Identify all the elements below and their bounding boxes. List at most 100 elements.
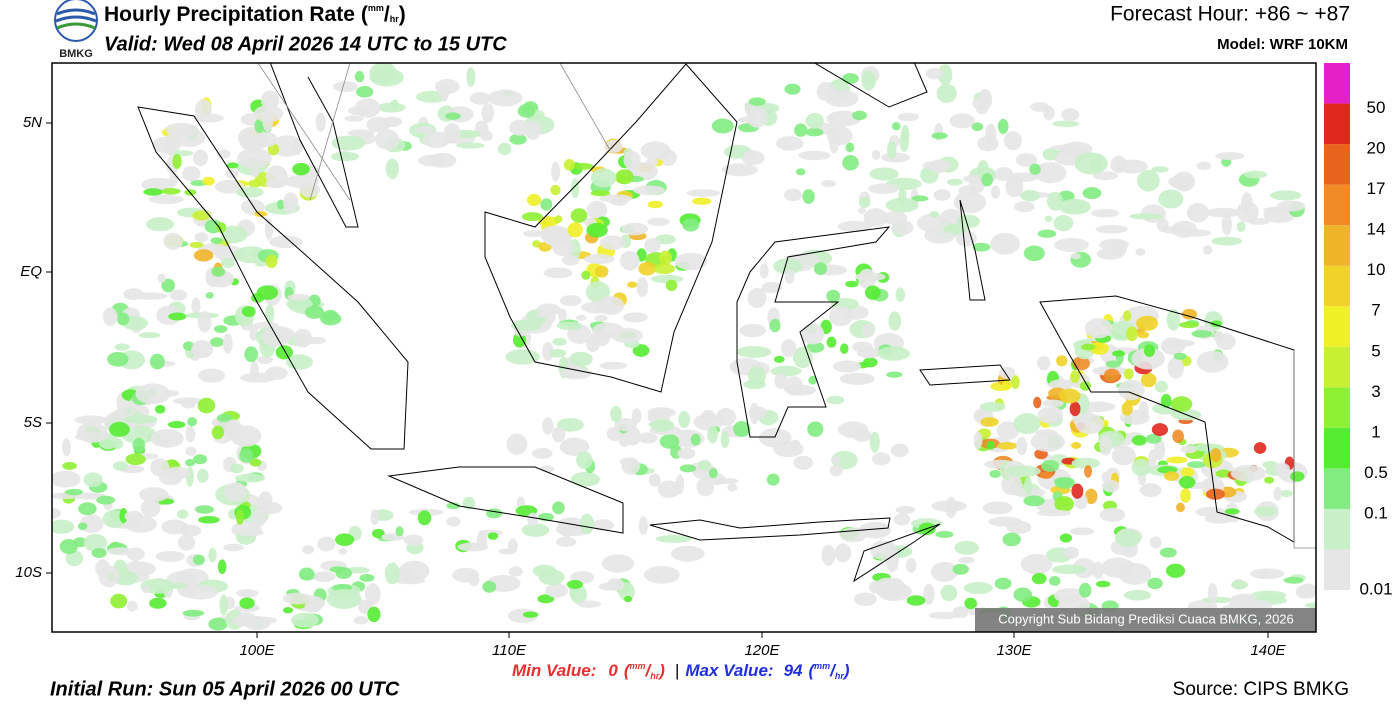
rain-cell [882, 211, 908, 225]
rain-cell [928, 159, 950, 174]
rain-cell [226, 162, 239, 169]
rain-cell [486, 508, 503, 519]
rain-cell [648, 473, 661, 487]
rain-cell [1201, 596, 1234, 604]
rain-cell [946, 178, 963, 186]
rain-cell [1007, 172, 1039, 182]
rain-cell [62, 438, 71, 457]
rain-cell [560, 367, 592, 380]
rain-cell [794, 123, 808, 137]
rain-cell [205, 292, 214, 299]
rain-cell [359, 574, 375, 582]
rain-cell [793, 455, 814, 470]
rain-cell [135, 383, 171, 405]
rain-cell [1254, 506, 1278, 517]
rain-cell [330, 151, 360, 162]
rain-cell [550, 184, 561, 196]
rain-cell [989, 469, 1001, 478]
rain-cell [239, 448, 254, 463]
rain-cell [220, 225, 248, 244]
rain-cell [482, 581, 497, 593]
rain-cell [1071, 457, 1100, 469]
rain-cell [1173, 352, 1187, 360]
logo-text: BMKG [59, 48, 93, 60]
rain-cell [197, 397, 216, 414]
rain-cell [798, 150, 831, 161]
rain-cell [293, 328, 313, 348]
forecast-hour: Forecast Hour: +86 ~ +87 [1110, 3, 1350, 26]
legend-label: 0.01 [1359, 579, 1392, 598]
rain-cell [1195, 506, 1227, 517]
rain-cell [506, 433, 528, 455]
rain-cell [1048, 576, 1061, 586]
rain-cell [375, 129, 400, 150]
rain-cell [869, 431, 880, 453]
rain-cell [964, 597, 978, 610]
rain-cell [394, 567, 415, 583]
rain-cell [980, 417, 999, 427]
rain-cell [347, 129, 375, 137]
rain-cell [745, 149, 757, 160]
rain-cell [1111, 445, 1136, 466]
precipitation [52, 63, 1316, 632]
rain-cell [708, 468, 718, 479]
valid-time: Valid: Wed 08 April 2026 14 UTC to 15 UT… [104, 33, 507, 55]
rain-cell [132, 437, 146, 453]
rain-cell [784, 83, 801, 95]
rain-cell [284, 174, 320, 189]
unit-sep: / [645, 661, 653, 680]
rain-cell [508, 566, 523, 577]
rain-cell [344, 115, 364, 122]
rain-cell [217, 559, 227, 575]
rain-cell [195, 99, 212, 121]
rain-cell [604, 139, 623, 153]
rain-cell [193, 149, 208, 167]
rain-cell [1160, 393, 1172, 408]
rain-cell [784, 376, 804, 396]
rain-cell [1156, 218, 1169, 233]
rain-cell [182, 609, 205, 617]
rain-cell [224, 419, 243, 441]
rain-cell [686, 189, 721, 197]
legend-swatch [1324, 549, 1350, 590]
rain-cell [385, 158, 399, 180]
rain-cell [384, 562, 401, 585]
rain-cell [845, 142, 855, 153]
rain-cell [1131, 435, 1147, 446]
rain-cell [802, 189, 815, 204]
rain-cell [774, 372, 788, 390]
legend-swatch [1324, 225, 1350, 266]
rain-cell [733, 421, 751, 438]
rain-cell [538, 569, 565, 586]
rain-cell [552, 337, 567, 346]
legend-label: 0.1 [1364, 503, 1388, 522]
rain-cell [109, 421, 130, 437]
rain-cell [157, 273, 166, 284]
rain-cell [615, 169, 634, 185]
rain-cell [1082, 187, 1102, 200]
axes: 5N EQ 5S 10S 100E 110E 120E 130E 140E [15, 114, 1286, 659]
rain-cell [167, 421, 186, 429]
rain-cell [1147, 577, 1163, 590]
rain-cell [647, 217, 670, 226]
rain-cell [62, 461, 77, 470]
rain-cell [834, 543, 852, 563]
rain-cell [446, 502, 461, 510]
rain-cell [832, 360, 862, 373]
rain-cell [213, 325, 228, 333]
rain-cell [887, 140, 897, 160]
rain-cell [1010, 375, 1020, 390]
rain-cell [249, 458, 262, 467]
rain-cell [220, 257, 235, 269]
rain-cell [222, 333, 233, 354]
rain-cell [869, 167, 899, 181]
rain-cell [1070, 253, 1081, 260]
rain-cell [955, 230, 977, 247]
rain-cell [1213, 330, 1225, 344]
rain-cell [356, 85, 374, 98]
rain-cell [291, 612, 319, 628]
rain-cell [972, 242, 991, 252]
rain-cell [124, 414, 158, 424]
rain-cell [936, 83, 957, 103]
